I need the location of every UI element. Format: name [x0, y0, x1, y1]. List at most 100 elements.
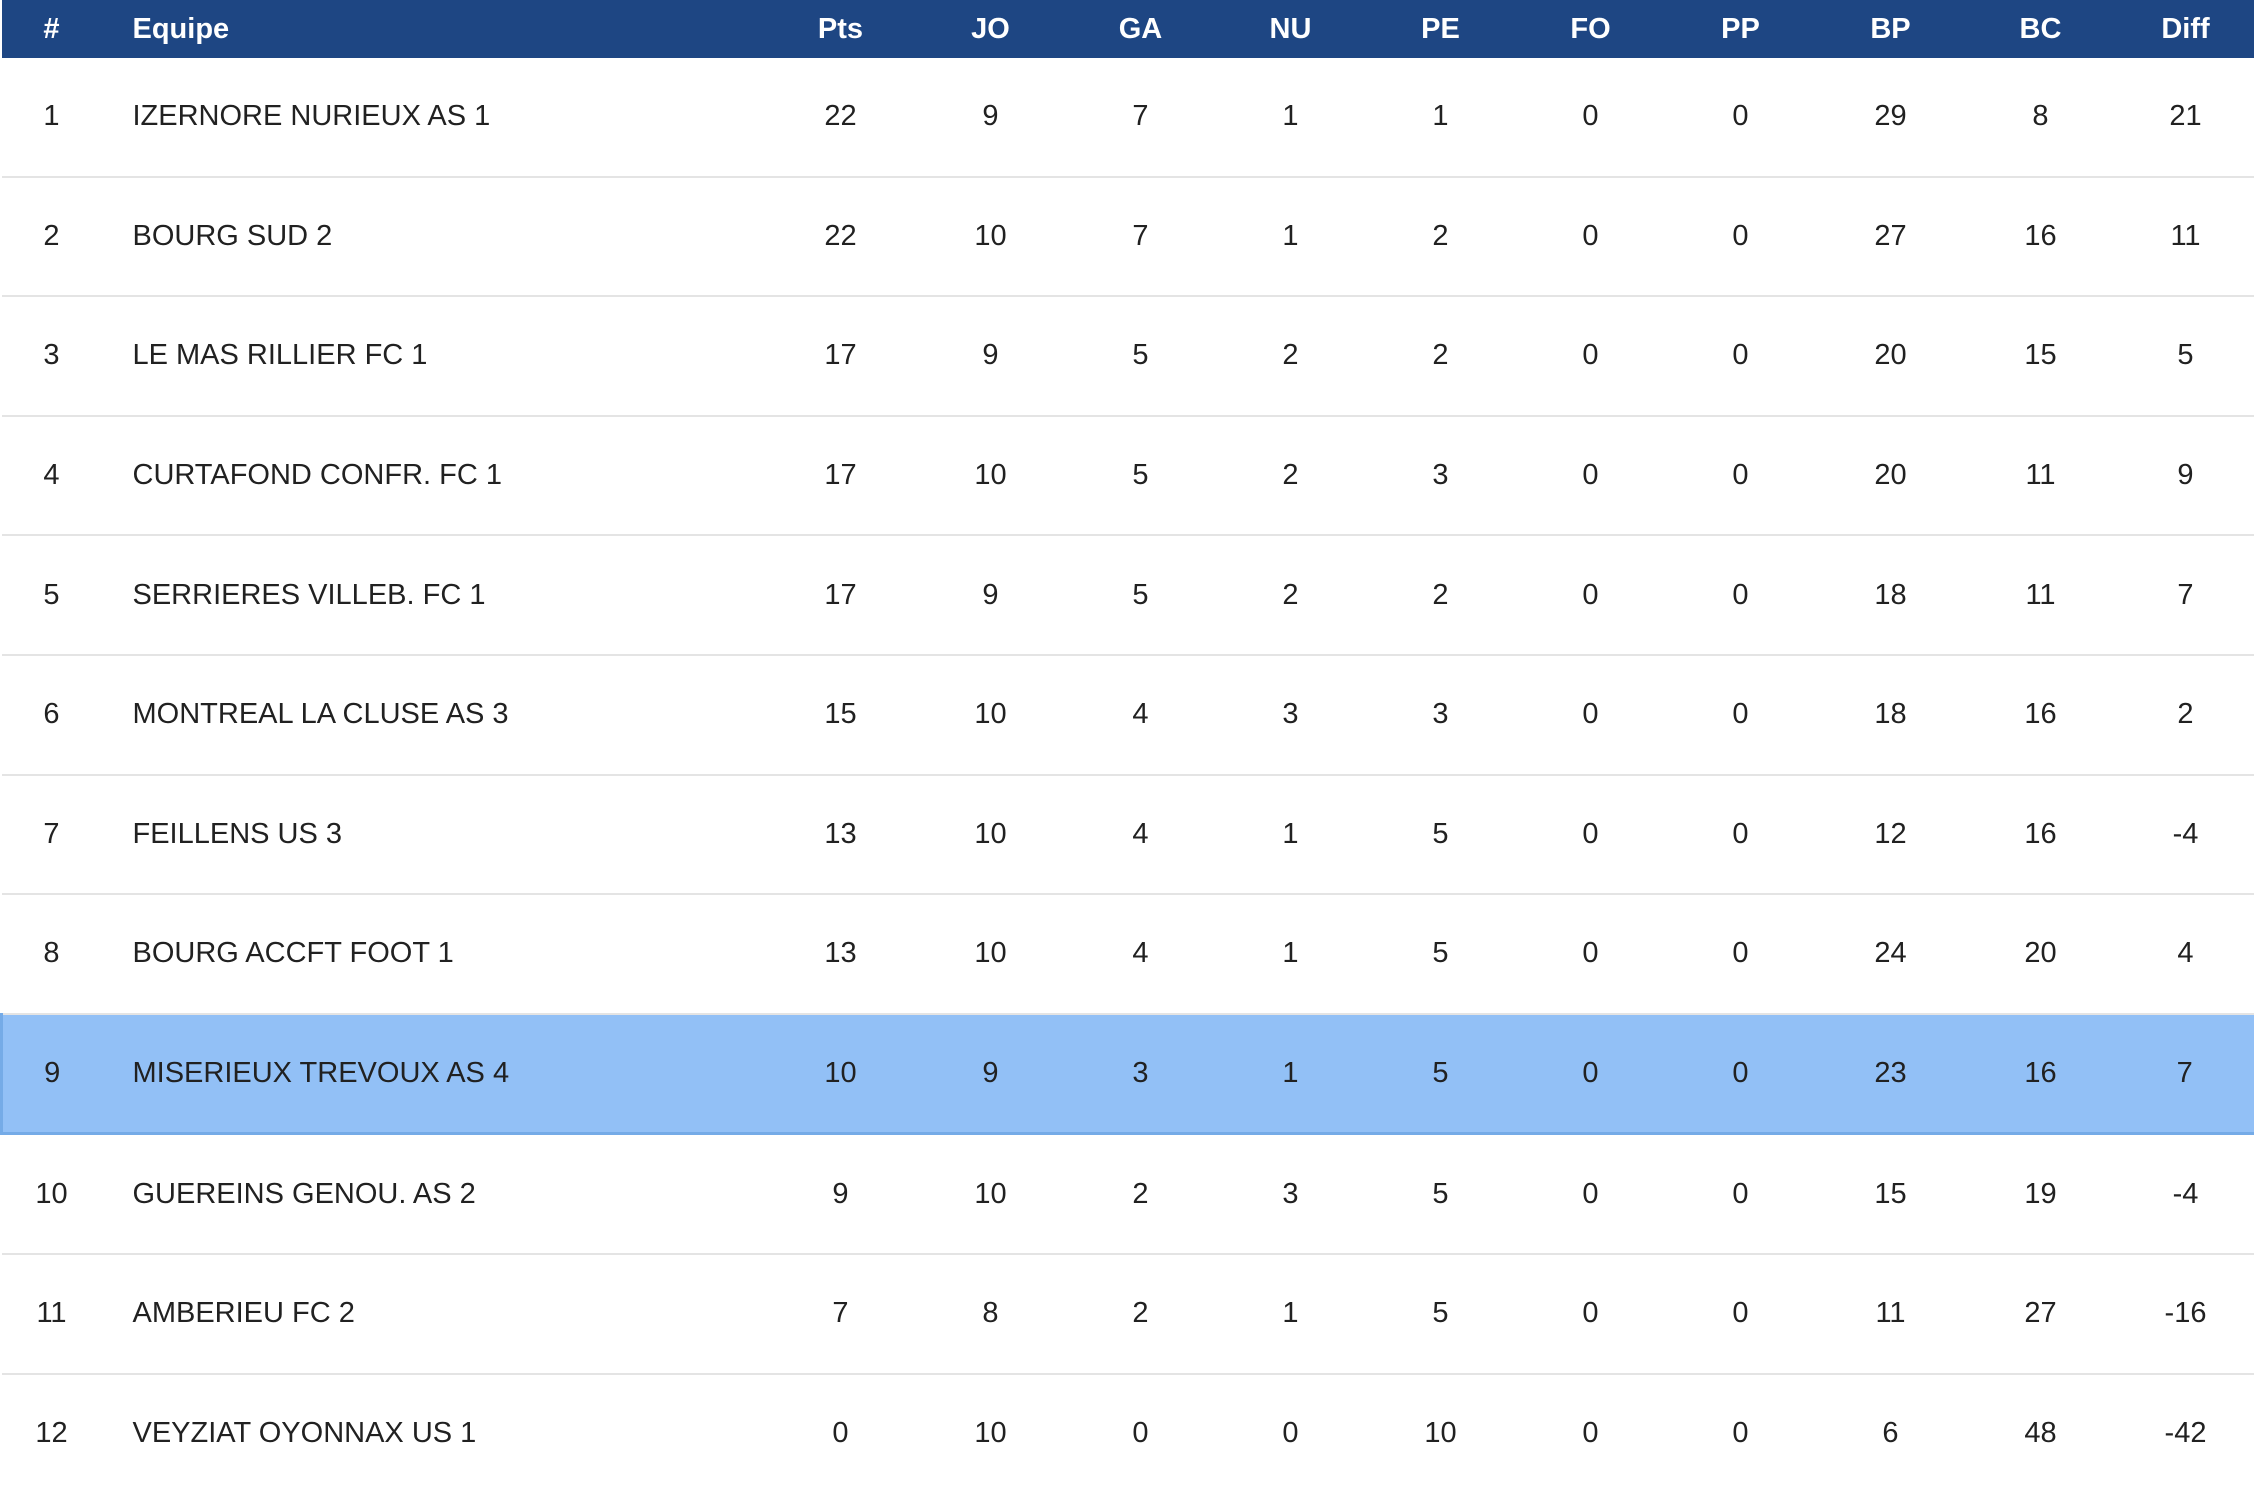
- cell-diff: -42: [2116, 1374, 2254, 1492]
- cell-pp: 0: [1666, 655, 1816, 775]
- cell-ga: 5: [1066, 535, 1216, 655]
- cell-pp: 0: [1666, 535, 1816, 655]
- header-pe: PE: [1366, 0, 1516, 58]
- cell-ga: 2: [1066, 1254, 1216, 1374]
- cell-fo: 0: [1516, 775, 1666, 895]
- cell-diff: 2: [2116, 655, 2254, 775]
- header-bc: BC: [1966, 0, 2116, 58]
- cell-bp: 6: [1816, 1374, 1966, 1492]
- cell-ga: 5: [1066, 416, 1216, 536]
- cell-pp: 0: [1666, 296, 1816, 416]
- cell-ga: 4: [1066, 775, 1216, 895]
- cell-nu: 0: [1216, 1374, 1366, 1492]
- cell-nu: 1: [1216, 1014, 1366, 1134]
- cell-bc: 48: [1966, 1374, 2116, 1492]
- cell-team: VEYZIAT OYONNAX US 1: [102, 1374, 766, 1492]
- cell-rank: 7: [2, 775, 102, 895]
- cell-fo: 0: [1516, 894, 1666, 1014]
- cell-ga: 7: [1066, 177, 1216, 297]
- cell-jo: 9: [916, 58, 1066, 177]
- cell-bp: 29: [1816, 58, 1966, 177]
- cell-pts: 7: [766, 1254, 916, 1374]
- cell-pe: 5: [1366, 894, 1516, 1014]
- cell-bp: 27: [1816, 177, 1966, 297]
- cell-fo: 0: [1516, 416, 1666, 536]
- cell-pp: 0: [1666, 1014, 1816, 1134]
- cell-pts: 9: [766, 1134, 916, 1254]
- cell-team: BOURG SUD 2: [102, 177, 766, 297]
- cell-ga: 5: [1066, 296, 1216, 416]
- cell-pp: 0: [1666, 1134, 1816, 1254]
- cell-pts: 13: [766, 894, 916, 1014]
- cell-jo: 9: [916, 296, 1066, 416]
- cell-pts: 13: [766, 775, 916, 895]
- cell-bp: 12: [1816, 775, 1966, 895]
- cell-bc: 11: [1966, 535, 2116, 655]
- cell-jo: 10: [916, 416, 1066, 536]
- cell-bp: 18: [1816, 655, 1966, 775]
- cell-pe: 10: [1366, 1374, 1516, 1492]
- cell-rank: 12: [2, 1374, 102, 1492]
- cell-bp: 15: [1816, 1134, 1966, 1254]
- cell-nu: 1: [1216, 177, 1366, 297]
- header-nu: NU: [1216, 0, 1366, 58]
- cell-rank: 3: [2, 296, 102, 416]
- cell-jo: 10: [916, 1134, 1066, 1254]
- cell-pts: 17: [766, 416, 916, 536]
- cell-pts: 17: [766, 296, 916, 416]
- cell-bc: 16: [1966, 1014, 2116, 1134]
- header-diff: Diff: [2116, 0, 2254, 58]
- cell-rank: 9: [2, 1014, 102, 1134]
- cell-jo: 10: [916, 177, 1066, 297]
- cell-ga: 4: [1066, 655, 1216, 775]
- cell-rank: 8: [2, 894, 102, 1014]
- cell-nu: 3: [1216, 655, 1366, 775]
- cell-bc: 27: [1966, 1254, 2116, 1374]
- cell-pe: 5: [1366, 1254, 1516, 1374]
- cell-bp: 18: [1816, 535, 1966, 655]
- header-pts: Pts: [766, 0, 916, 58]
- cell-pp: 0: [1666, 58, 1816, 177]
- header-team: Equipe: [102, 0, 766, 58]
- cell-pe: 5: [1366, 775, 1516, 895]
- cell-nu: 2: [1216, 535, 1366, 655]
- cell-bc: 16: [1966, 775, 2116, 895]
- cell-rank: 11: [2, 1254, 102, 1374]
- cell-fo: 0: [1516, 535, 1666, 655]
- cell-fo: 0: [1516, 296, 1666, 416]
- cell-diff: 7: [2116, 1014, 2254, 1134]
- cell-diff: 7: [2116, 535, 2254, 655]
- cell-pts: 15: [766, 655, 916, 775]
- cell-pts: 10: [766, 1014, 916, 1134]
- cell-pe: 5: [1366, 1134, 1516, 1254]
- cell-bc: 15: [1966, 296, 2116, 416]
- cell-rank: 2: [2, 177, 102, 297]
- header-jo: JO: [916, 0, 1066, 58]
- cell-pp: 0: [1666, 894, 1816, 1014]
- cell-team: IZERNORE NURIEUX AS 1: [102, 58, 766, 177]
- cell-pp: 0: [1666, 416, 1816, 536]
- cell-pe: 5: [1366, 1014, 1516, 1134]
- cell-team: CURTAFOND CONFR. FC 1: [102, 416, 766, 536]
- cell-bp: 23: [1816, 1014, 1966, 1134]
- cell-jo: 10: [916, 1374, 1066, 1492]
- header-ga: GA: [1066, 0, 1216, 58]
- cell-bp: 20: [1816, 296, 1966, 416]
- cell-pts: 17: [766, 535, 916, 655]
- cell-nu: 1: [1216, 58, 1366, 177]
- cell-diff: 21: [2116, 58, 2254, 177]
- cell-fo: 0: [1516, 1134, 1666, 1254]
- cell-diff: 5: [2116, 296, 2254, 416]
